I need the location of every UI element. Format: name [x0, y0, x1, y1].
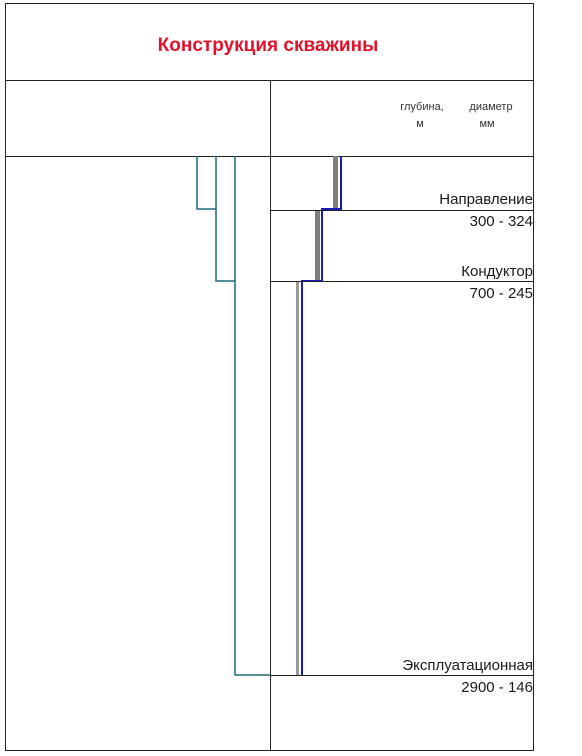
depth-header-label: глубина, — [400, 101, 444, 113]
depth-header-unit: м — [416, 118, 424, 130]
diameter-header-label: диаметр — [469, 101, 512, 113]
string-spec-direction: 300 - 324 — [470, 213, 533, 230]
well-profile-outline — [301, 156, 342, 675]
string-label-conductor: Кондуктор — [461, 263, 533, 280]
outer-border — [5, 3, 534, 751]
table-frame — [5, 3, 534, 751]
string-spec-production: 2900 - 146 — [461, 679, 533, 696]
production-casing-shadow — [296, 282, 299, 675]
conductor-casing-shadow — [315, 210, 320, 281]
well-profile-right — [296, 156, 342, 675]
string-label-production: Эксплуатационная — [402, 657, 533, 674]
casing-outline-left — [196, 156, 271, 676]
string-label-direction: Направление — [439, 191, 533, 208]
casing-scheme-left — [196, 156, 271, 676]
string-spec-conductor: 700 - 245 — [470, 285, 533, 302]
depth-lines — [270, 210, 533, 676]
diameter-header-unit: мм — [479, 118, 494, 130]
diagram-title: Конструкция скважины — [158, 35, 379, 56]
direction-casing-shadow — [333, 156, 338, 210]
